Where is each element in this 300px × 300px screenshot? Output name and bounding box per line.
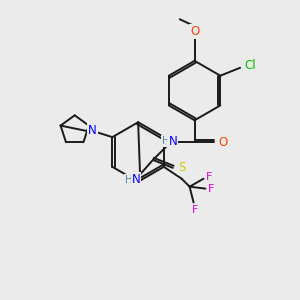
Text: O: O: [219, 136, 228, 148]
Text: S: S: [178, 161, 185, 174]
Text: F: F: [206, 172, 213, 182]
Text: F: F: [192, 206, 199, 215]
Text: N: N: [132, 173, 140, 186]
Text: H: H: [162, 136, 170, 146]
Text: Cl: Cl: [244, 59, 256, 72]
Text: N: N: [88, 124, 97, 137]
Text: H: H: [125, 175, 133, 185]
Text: N: N: [168, 135, 177, 148]
Text: F: F: [208, 184, 214, 194]
Text: O: O: [190, 25, 199, 38]
